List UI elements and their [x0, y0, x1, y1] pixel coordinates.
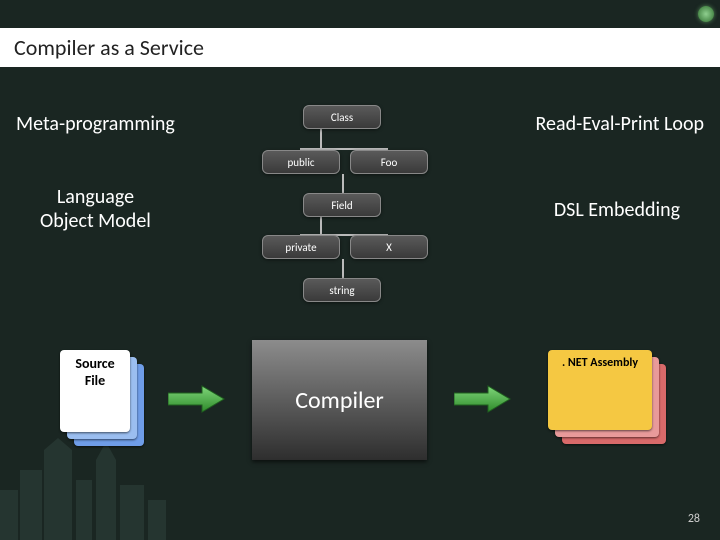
label-repl: Read-Eval-Print Loop — [536, 112, 704, 136]
label-dsl-embedding: DSL Embedding — [554, 198, 680, 222]
tree-node-x: X — [350, 235, 428, 259]
source-card-label: SourceFile — [75, 356, 114, 390]
label-language-object-model: LanguageObject Model — [40, 185, 151, 233]
compiler-box: Compiler — [252, 340, 427, 460]
tree-node-public: public — [262, 150, 340, 174]
tree-node-field: Field — [303, 193, 381, 217]
tree-connector — [342, 174, 344, 194]
title-bar: Compiler as a Service — [0, 28, 720, 67]
page-title: Compiler as a Service — [14, 34, 706, 61]
tree-node-string: string — [303, 278, 381, 302]
corner-decor-icon — [698, 6, 714, 22]
label-line2: Object Model — [40, 209, 151, 233]
tree-node-private: private — [262, 235, 340, 259]
tree-connector — [342, 259, 344, 279]
source-card-front: SourceFile — [60, 350, 130, 432]
label-meta-programming: Meta-programming — [16, 112, 175, 136]
arrow-icon — [454, 384, 512, 414]
tree-node-class: Class — [303, 105, 381, 129]
arrow-icon — [168, 384, 226, 414]
city-decor-icon — [0, 430, 180, 540]
slide-number: 28 — [688, 512, 700, 526]
assembly-card-front: . NET Assembly — [548, 350, 652, 430]
label-line1: Language — [57, 185, 134, 209]
tree-node-foo: Foo — [350, 150, 428, 174]
